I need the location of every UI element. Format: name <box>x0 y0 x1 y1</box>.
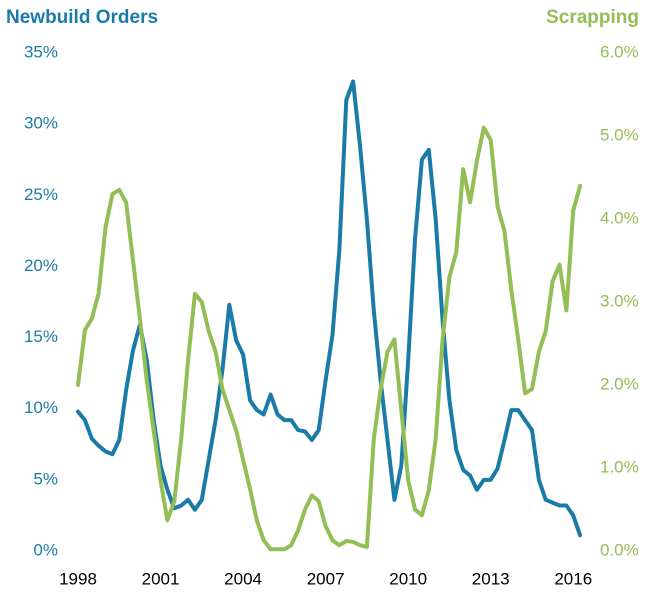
x-tick-label: 2001 <box>142 569 180 588</box>
y2-tick-label: 3.0% <box>600 291 639 310</box>
y-tick-label: 35% <box>24 42 58 61</box>
y-tick-label: 15% <box>24 327 58 346</box>
right-axis-title: Scrapping <box>546 7 639 28</box>
x-tick-label: 2007 <box>307 569 345 588</box>
series-line <box>76 79 583 538</box>
left-axis-title: Newbuild Orders <box>6 7 158 28</box>
x-tick-label: 2004 <box>224 569 262 588</box>
x-tick-label: 2016 <box>554 569 592 588</box>
y2-tick-label: 5.0% <box>600 125 639 144</box>
series-line <box>76 125 583 552</box>
y2-tick-label: 0.0% <box>600 540 639 559</box>
y2-tick-label: 1.0% <box>600 457 639 476</box>
y-tick-label: 5% <box>33 469 58 488</box>
y2-tick-label: 6.0% <box>600 42 639 61</box>
y-tick-label: 20% <box>24 256 58 275</box>
x-tick-label: 2010 <box>389 569 427 588</box>
y-tick-label: 25% <box>24 185 58 204</box>
y-tick-label: 10% <box>24 398 58 417</box>
x-tick-label: 1998 <box>59 569 97 588</box>
y-tick-label: 30% <box>24 114 58 133</box>
y2-tick-label: 2.0% <box>600 374 639 393</box>
x-tick-label: 2013 <box>472 569 510 588</box>
y2-tick-label: 4.0% <box>600 208 639 227</box>
y-tick-label: 0% <box>33 540 58 559</box>
